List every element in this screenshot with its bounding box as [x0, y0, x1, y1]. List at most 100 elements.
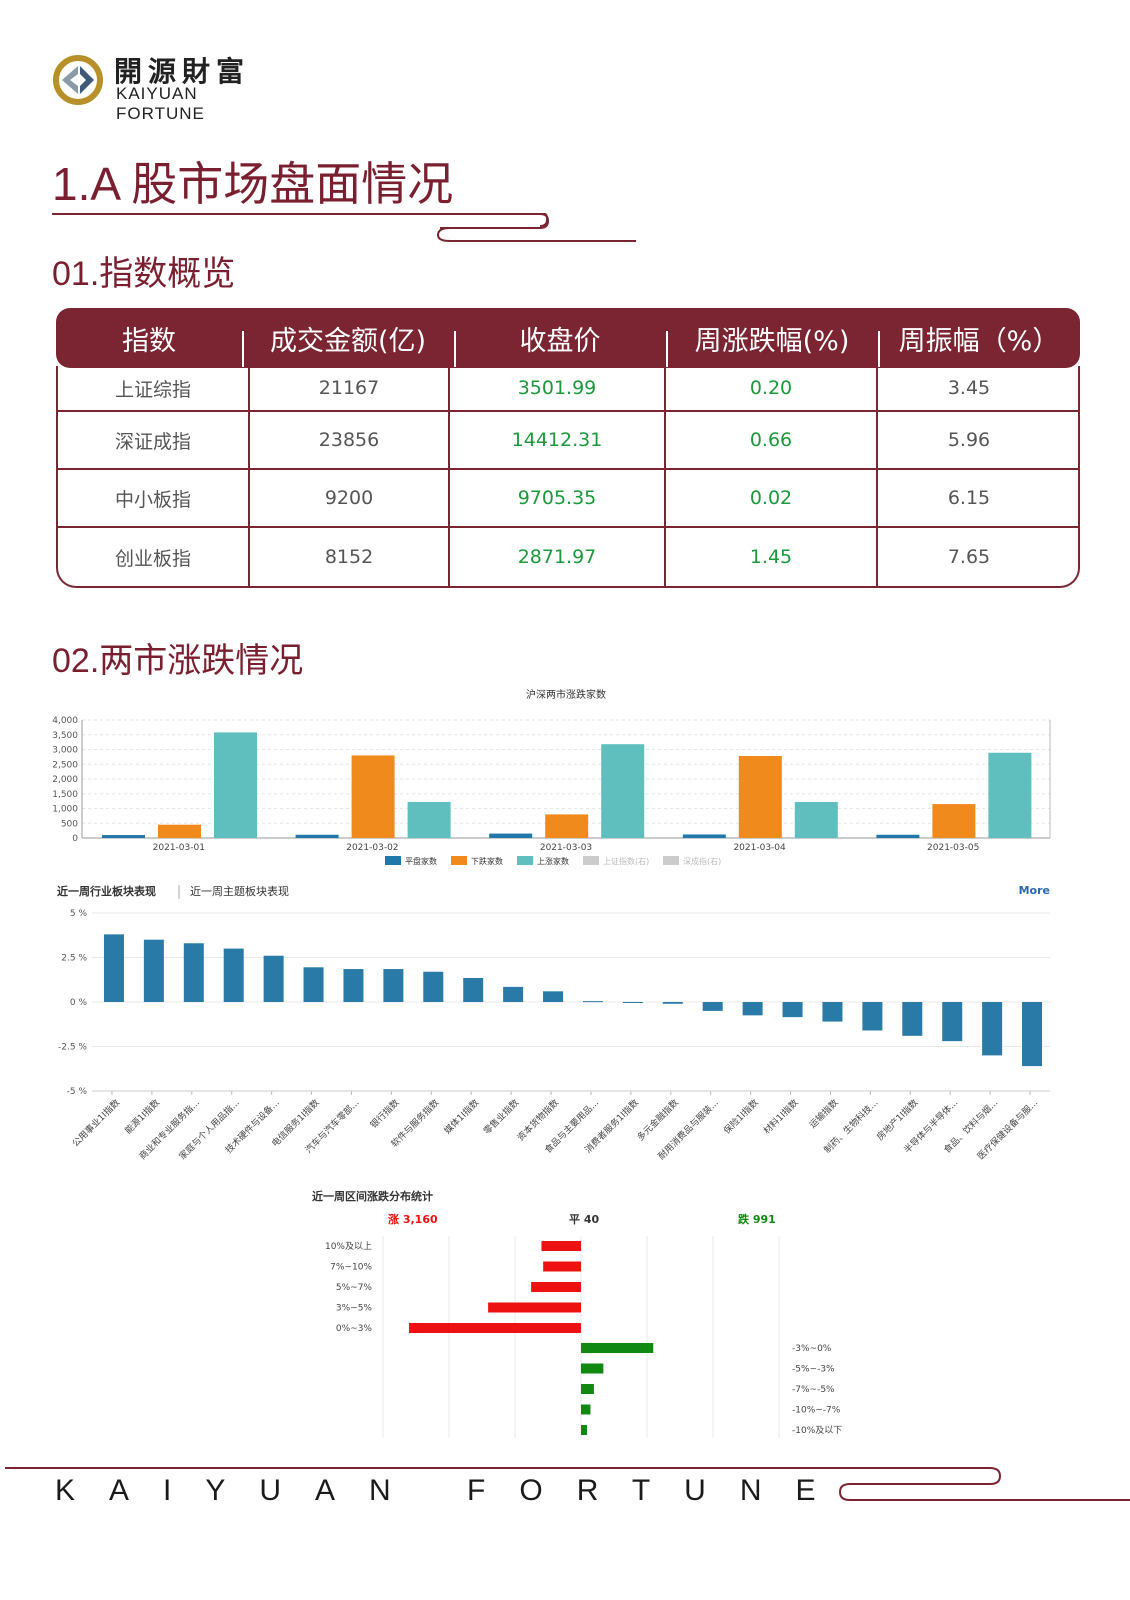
- x-tick-label: 公用事业1I指数: [69, 1097, 122, 1150]
- up-range-label: 7%~10%: [330, 1263, 372, 1273]
- header-weekly-amplitude: 周振幅（%）: [878, 319, 1080, 367]
- sector-bar: [942, 1002, 963, 1042]
- up-range-label: 0%~3%: [336, 1324, 373, 1334]
- up-range-label: 10%及以上: [325, 1241, 372, 1252]
- cell-turnover: 23856: [250, 412, 450, 468]
- legend-label: 深成指(右): [683, 856, 721, 866]
- bar-上涨家数: [407, 802, 451, 838]
- legend-label: 平盘家数: [405, 856, 437, 866]
- x-tick-label: 能源1I指数: [122, 1097, 162, 1137]
- subsection-title-market-breadth: 02.两市涨跌情况: [52, 642, 304, 680]
- down-range-label: -3%~0%: [792, 1344, 832, 1354]
- y-tick-label: 1,500: [52, 790, 78, 800]
- legend-label: 上证指数(右): [603, 856, 649, 866]
- logo-chinese-name: 開源財富: [114, 55, 251, 88]
- x-tick-label: 2021-03-01: [153, 843, 205, 853]
- legend-swatch: [663, 856, 679, 865]
- up-bar: [488, 1302, 581, 1313]
- sector-bar: [543, 991, 564, 1002]
- bar-下跌家数: [932, 804, 976, 838]
- x-tick-label: 运输指数: [807, 1097, 841, 1131]
- down-bar: [581, 1384, 594, 1394]
- sector-bar: [103, 934, 124, 1002]
- y-tick-label: 2,500: [52, 760, 78, 770]
- tab-industry: 近一周行业板块表现: [57, 884, 156, 898]
- legend-swatch: [451, 856, 467, 865]
- down-bar: [581, 1363, 604, 1374]
- bar-平盘家数: [102, 835, 145, 838]
- sector-bar: [503, 986, 524, 1002]
- cell-close: 3501.99: [450, 366, 666, 410]
- footer-decoration: [5, 1467, 1130, 1501]
- footer-brand-text: KAIYUAN FORTUNE: [55, 1474, 850, 1507]
- y-tick-label: 5 %: [70, 909, 88, 919]
- cell-index-name: 中小板指: [58, 470, 250, 526]
- up-bar: [409, 1323, 581, 1333]
- logo-english-name: KAIYUAN FORTUNE: [116, 84, 205, 123]
- cell-index-name: 创业板指: [58, 528, 250, 586]
- table-row: 深证成指 23856 14412.31 0.66 5.96: [58, 412, 1078, 470]
- up-bar: [531, 1282, 581, 1292]
- sector-bar: [143, 939, 164, 1002]
- cell-weekly-amplitude: 6.15: [947, 487, 991, 509]
- x-tick-label: 保险1I指数: [721, 1097, 761, 1137]
- section-title: 1.A 股市场盘面情况: [52, 158, 454, 210]
- sector-bar: [662, 1002, 683, 1004]
- cell-weekly-change: 0.02: [666, 470, 878, 526]
- header-turnover: 成交金额(亿): [242, 319, 454, 367]
- subsection-title-index-overview: 01.指数概览: [52, 255, 236, 293]
- sector-bar: [423, 971, 444, 1002]
- summary-flat: 平 40: [569, 1213, 599, 1226]
- legend-label: 下跌家数: [471, 856, 503, 866]
- more-link[interactable]: More: [1019, 884, 1050, 897]
- up-range-label: 5%~7%: [336, 1283, 373, 1293]
- x-tick-label: 资本货物指数: [514, 1097, 561, 1144]
- sector-bar: [183, 943, 204, 1002]
- bar-平盘家数: [295, 834, 339, 838]
- bar-上涨家数: [794, 802, 838, 838]
- legend-swatch: [385, 856, 401, 865]
- x-tick-label: 多元金融指数: [634, 1097, 681, 1144]
- sector-bar: [463, 977, 484, 1002]
- bar-平盘家数: [682, 834, 726, 838]
- sector-bar: [862, 1002, 883, 1031]
- y-tick-label: -2.5 %: [58, 1043, 87, 1053]
- x-tick-label: 房地产1I指数: [874, 1097, 920, 1143]
- bar-下跌家数: [545, 814, 589, 838]
- table-body: 上证综指 21167 3501.99 0.20 3.45 深证成指 23856 …: [56, 366, 1080, 588]
- sector-bar: [622, 1002, 643, 1003]
- chart-title: 沪深两市涨跌家数: [526, 688, 606, 701]
- bar-下跌家数: [158, 824, 201, 838]
- sector-bar: [902, 1002, 923, 1036]
- y-tick-label: 2,000: [52, 775, 78, 785]
- sector-bar: [223, 948, 244, 1002]
- sector-bar: [383, 969, 404, 1002]
- y-tick-label: 3,500: [52, 731, 78, 741]
- header-index: 指数: [122, 325, 176, 357]
- cell-weekly-amplitude: 3.45: [947, 377, 991, 399]
- down-range-label: -10%及以下: [792, 1425, 842, 1436]
- up-range-label: 3%~5%: [336, 1304, 373, 1314]
- cell-index-name: 上证综指: [58, 366, 250, 410]
- summary-up: 涨 3,160: [388, 1212, 438, 1226]
- sector-bar: [582, 1001, 603, 1003]
- bar-上涨家数: [214, 732, 257, 838]
- company-logo: 開源財富 KAIYUAN FORTUNE: [52, 50, 292, 123]
- sector-bar: [982, 1002, 1003, 1056]
- cell-close: 14412.31: [450, 412, 666, 468]
- sector-bar: [263, 955, 284, 1002]
- x-tick-label: 零售业指数: [481, 1097, 521, 1137]
- bar-平盘家数: [876, 834, 920, 838]
- bar-上涨家数: [601, 744, 645, 838]
- y-tick-label: 4,000: [52, 716, 78, 726]
- sector-bar: [782, 1002, 803, 1018]
- up-bar: [541, 1241, 581, 1251]
- sector-bar: [343, 969, 364, 1002]
- y-tick-label: 3,000: [52, 746, 78, 756]
- sector-performance-chart: 近一周行业板块表现 近一周主题板块表现 More 5 % 2.5 % 0 % -2.5 % -…: [57, 884, 1050, 1162]
- down-bar: [581, 1425, 588, 1435]
- table-row: 上证综指 21167 3501.99 0.20 3.45: [58, 366, 1078, 412]
- sector-bar: [303, 967, 324, 1002]
- y-tick-label: 0 %: [70, 998, 88, 1008]
- logo-mark-icon: [53, 55, 103, 105]
